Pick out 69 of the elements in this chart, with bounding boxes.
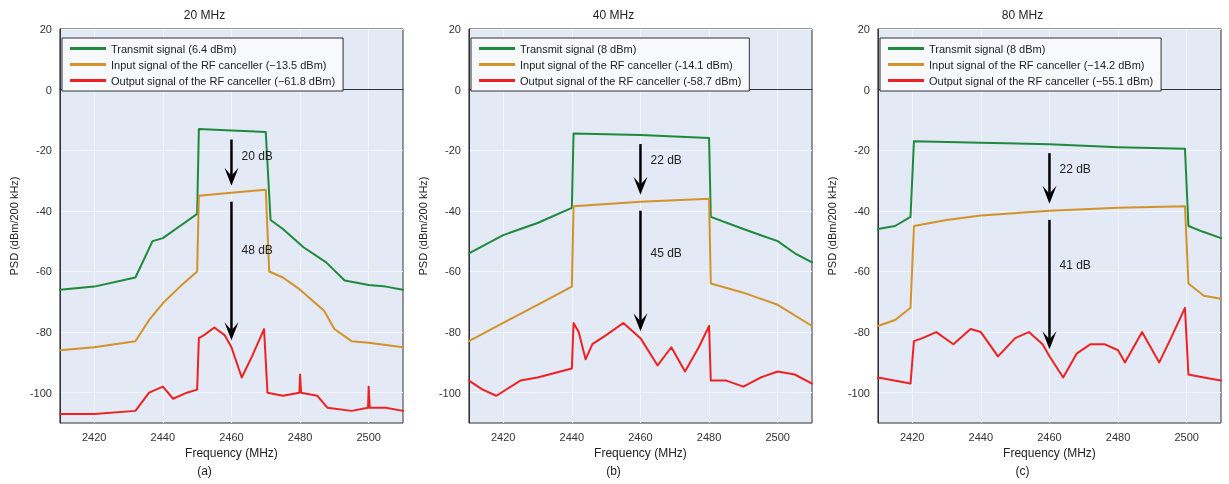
x-tick-label: 2460 <box>628 430 653 443</box>
legend-label: Output signal of the RF canceller (-58.7 dBm) <box>520 74 742 87</box>
y-tick-label: -60 <box>854 265 870 278</box>
legend-label: Transmit signal (6.4 dBm) <box>111 42 237 55</box>
y-tick-label: -60 <box>445 265 461 278</box>
x-axis-title: Frequency (MHz) <box>1003 445 1096 460</box>
x-tick-label: 2420 <box>81 430 107 443</box>
y-tick-label: -20 <box>854 144 870 157</box>
x-tick-label: 2440 <box>968 430 994 443</box>
y-tick-label: 20 <box>448 23 461 35</box>
y-tick-label: -100 <box>29 386 52 399</box>
legend-label: Input signal of the RF canceller (−13.5 dBm) <box>111 58 327 71</box>
x-axis-title: Frequency (MHz) <box>594 445 687 460</box>
legend-label: Transmit signal (8 dBm) <box>520 42 637 55</box>
legend-label: Input signal of the RF canceller (-14.1 dBm) <box>520 58 733 71</box>
chart-title: 40 MHz <box>592 8 635 22</box>
x-tick-label: 2500 <box>1174 430 1199 443</box>
y-axis-title: PSD (dBm/200 kHz) <box>416 176 429 276</box>
y-tick-label: -100 <box>847 386 870 399</box>
line-series <box>876 140 1222 240</box>
line-series <box>467 197 813 343</box>
line-series <box>467 321 813 397</box>
annotation: 22 dB <box>650 153 682 168</box>
y-tick-label: -60 <box>36 265 52 278</box>
y-tick-label: -40 <box>36 204 52 217</box>
y-tick-label: -40 <box>854 204 870 217</box>
x-tick-label: 2460 <box>219 430 244 443</box>
y-axis-title: PSD (dBm/200 kHz) <box>7 176 20 276</box>
y-tick-label: -100 <box>438 386 461 399</box>
line-series <box>58 128 404 291</box>
x-tick-label: 2480 <box>1105 430 1131 443</box>
y-tick-label: 20 <box>39 23 52 35</box>
chart-title: 20 MHz <box>183 8 226 22</box>
annotation: 22 dB <box>1059 162 1091 177</box>
legend-label: Input signal of the RF canceller (−14.2 dBm) <box>929 58 1145 71</box>
y-tick-label: 0 <box>45 83 52 96</box>
line-series <box>876 205 1222 328</box>
y-axis-title: PSD (dBm/200 kHz) <box>825 176 838 276</box>
x-tick-label: 2480 <box>287 430 313 443</box>
x-axis-title: Frequency (MHz) <box>185 445 278 460</box>
line-series <box>58 188 404 352</box>
y-tick-label: -20 <box>445 144 461 157</box>
x-tick-label: 2500 <box>356 430 381 443</box>
y-tick-label: 0 <box>454 83 461 96</box>
y-tick-label: -80 <box>854 326 870 339</box>
annotation: 41 dB <box>1059 258 1091 273</box>
y-tick-label: -20 <box>36 144 52 157</box>
y-tick-label: 20 <box>857 23 870 35</box>
y-tick-label: -80 <box>36 326 52 339</box>
x-tick-label: 2440 <box>150 430 176 443</box>
line-series <box>876 306 1222 385</box>
x-tick-label: 2440 <box>559 430 585 443</box>
x-tick-label: 2500 <box>765 430 790 443</box>
y-tick-label: 0 <box>863 83 870 96</box>
y-tick-label: -40 <box>445 204 461 217</box>
annotation: 45 dB <box>650 245 682 260</box>
x-tick-label: 2480 <box>696 430 722 443</box>
line-series <box>467 132 813 264</box>
legend-label: Transmit signal (8 dBm) <box>929 42 1046 55</box>
y-tick-label: -80 <box>445 326 461 339</box>
x-tick-label: 2460 <box>1037 430 1062 443</box>
x-tick-label: 2420 <box>899 430 925 443</box>
x-tick-label: 2420 <box>490 430 516 443</box>
legend-label: Output signal of the RF canceller (−61.8 dBm) <box>111 74 336 87</box>
legend-label: Output signal of the RF canceller (−55.1 dBm) <box>929 74 1154 87</box>
chart-title: 80 MHz <box>1001 8 1044 22</box>
text: (a) <box>197 464 212 478</box>
text: (b) <box>606 464 621 478</box>
text: (c) <box>1015 464 1030 478</box>
